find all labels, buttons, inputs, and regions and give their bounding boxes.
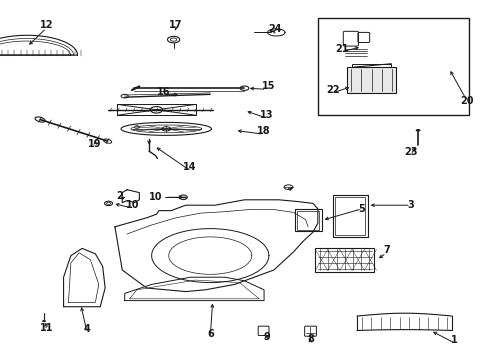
Bar	[297, 211, 319, 230]
Text: 17: 17	[169, 20, 183, 30]
Bar	[332, 195, 367, 237]
Text: 10: 10	[148, 192, 162, 202]
Bar	[317, 18, 468, 115]
Text: 19: 19	[87, 139, 101, 149]
Text: 4: 4	[83, 324, 90, 334]
Text: 6: 6	[206, 329, 213, 339]
Ellipse shape	[42, 320, 46, 322]
Text: 7: 7	[382, 245, 389, 255]
Text: 11: 11	[40, 323, 53, 333]
Text: 5: 5	[358, 204, 365, 214]
Text: 14: 14	[183, 162, 196, 172]
Text: 16: 16	[157, 87, 170, 97]
Text: 21: 21	[335, 44, 348, 54]
Text: 3: 3	[407, 200, 413, 210]
Text: 2: 2	[116, 191, 123, 201]
Text: 8: 8	[306, 334, 313, 344]
Text: 13: 13	[259, 110, 273, 120]
Text: 1: 1	[450, 335, 457, 345]
Text: 20: 20	[459, 96, 473, 106]
Ellipse shape	[415, 129, 420, 131]
Text: 12: 12	[40, 20, 53, 30]
Text: 23: 23	[403, 147, 417, 157]
Text: 22: 22	[325, 85, 339, 95]
Text: 24: 24	[268, 24, 282, 34]
Bar	[334, 197, 365, 235]
Bar	[346, 67, 395, 93]
Text: 15: 15	[262, 81, 275, 91]
Ellipse shape	[179, 195, 187, 199]
Bar	[315, 248, 373, 272]
Bar	[351, 64, 390, 67]
Text: 9: 9	[263, 332, 269, 342]
Bar	[294, 209, 321, 231]
Text: 18: 18	[257, 126, 270, 136]
Text: 10: 10	[126, 200, 140, 210]
